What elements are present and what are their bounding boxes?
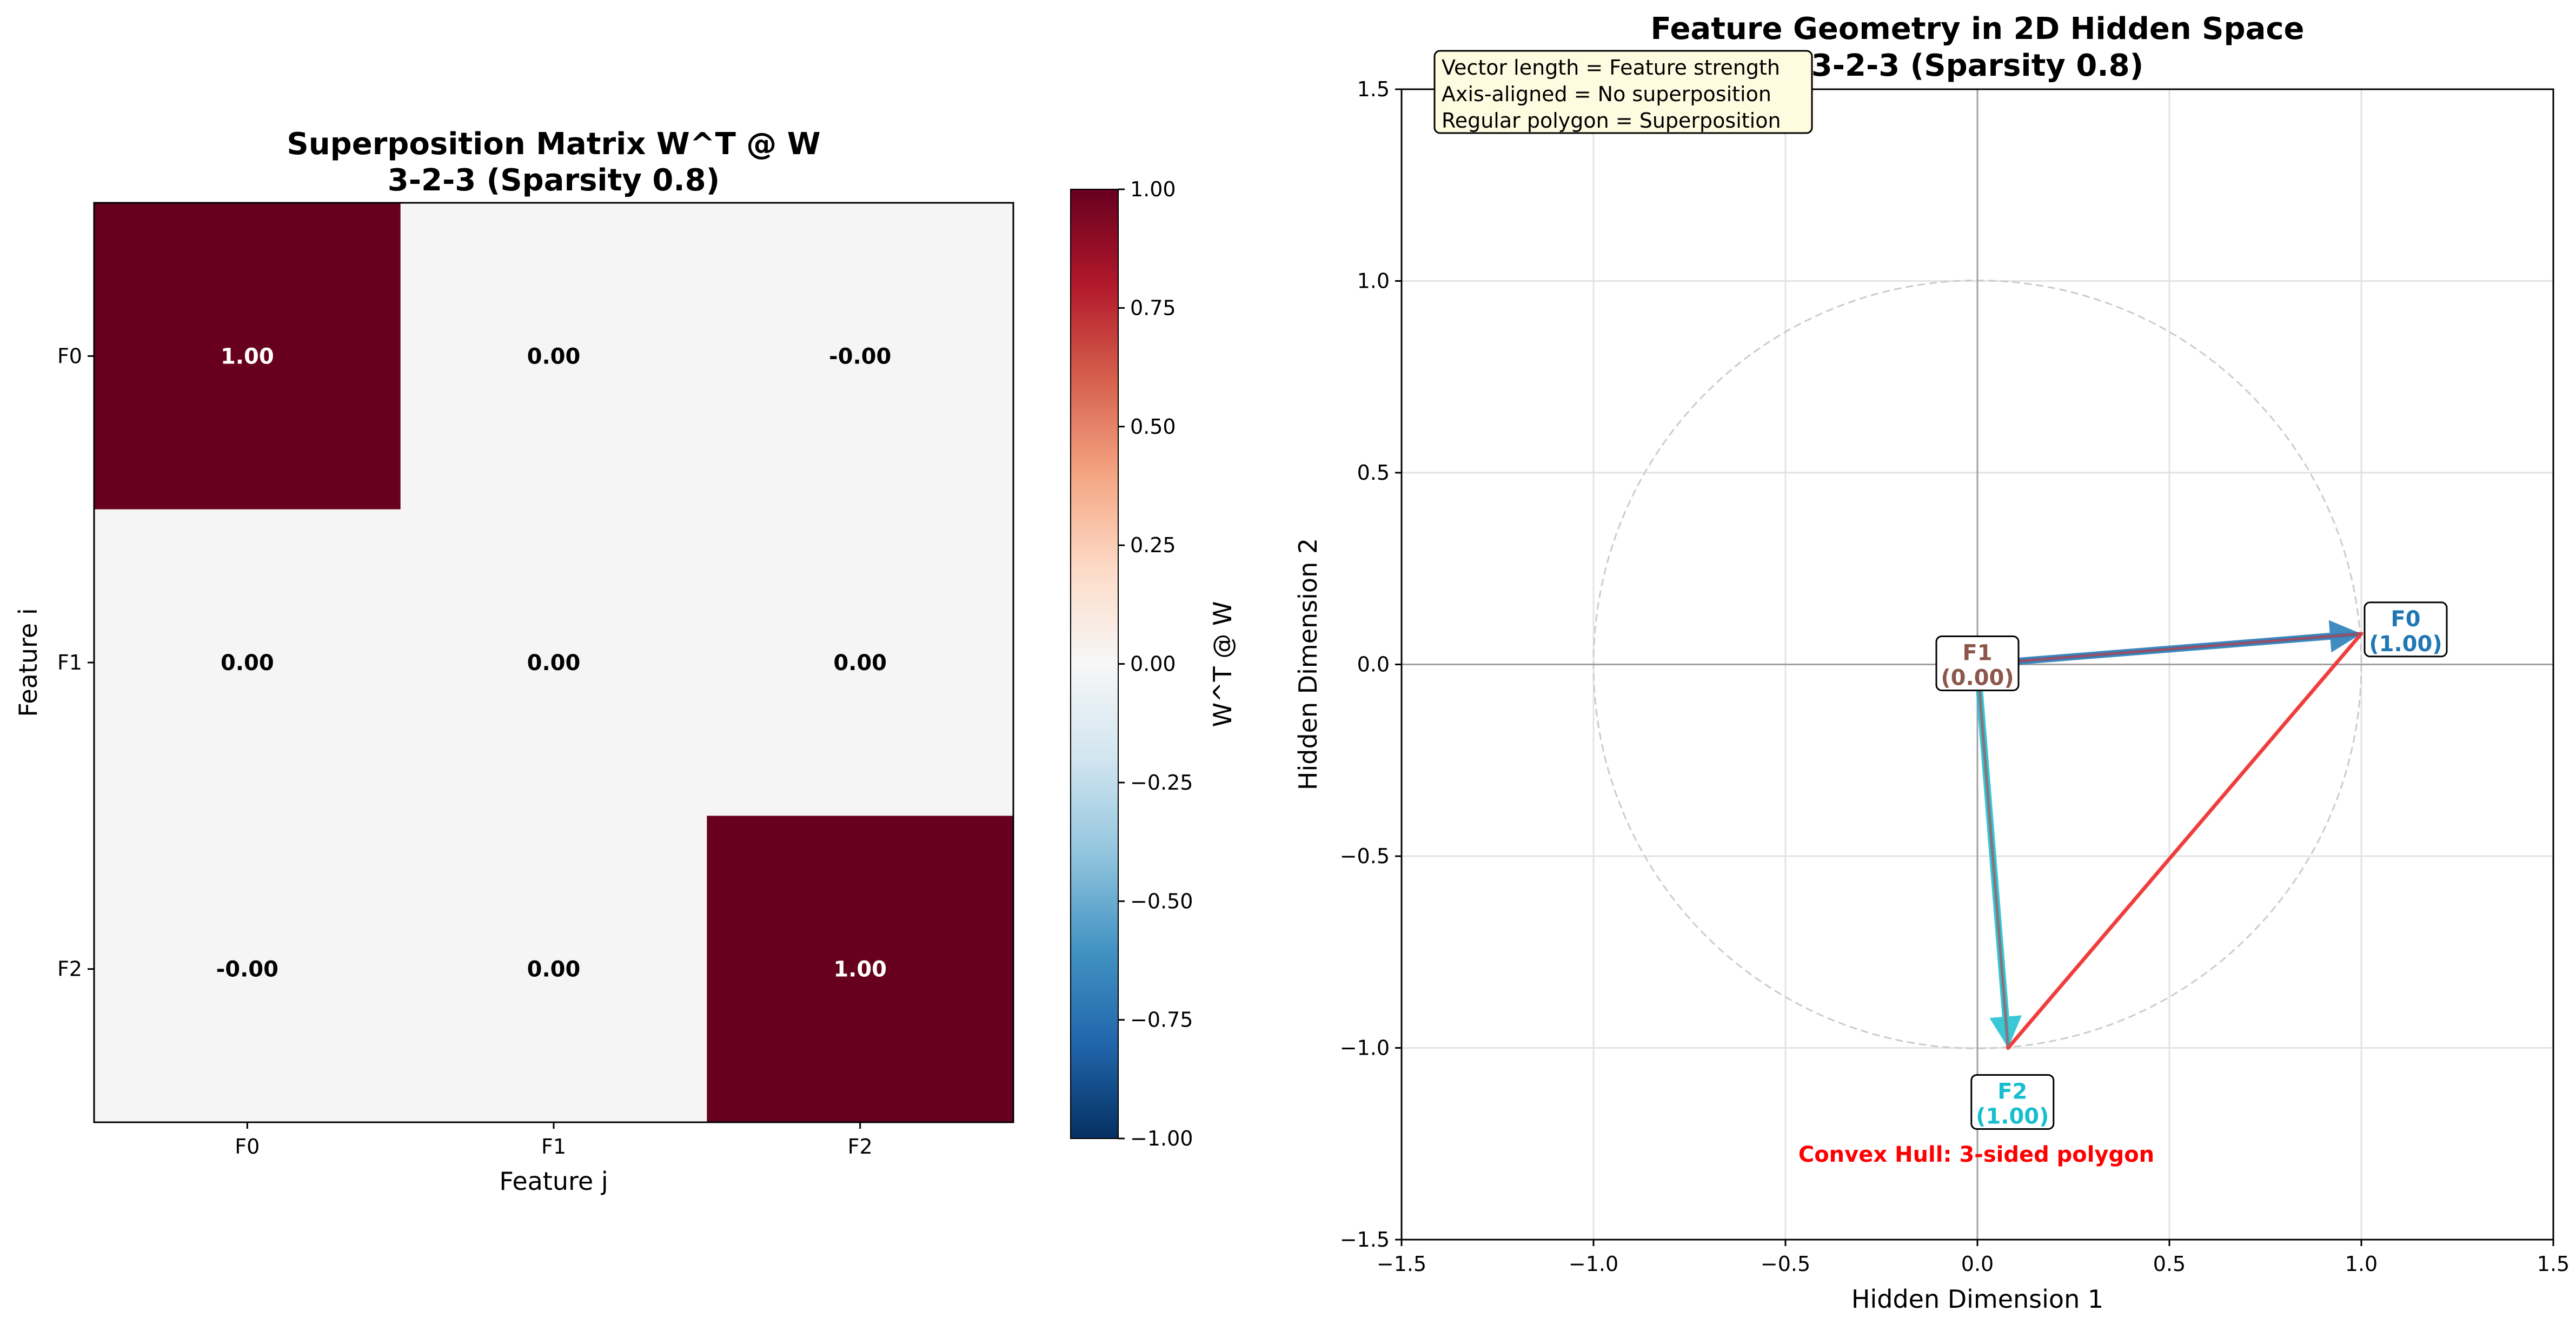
geometry-y-axis-label: Hidden Dimension 2 [1293,538,1323,790]
geometry-x-tick-label: 0.0 [1961,1252,1994,1276]
colorbar-label: W^T @ W [1208,601,1237,727]
colorbar-tick-label: 0.00 [1130,652,1176,676]
colorbar [1070,189,1119,1139]
geometry-y-tick-label: 0.5 [1357,461,1390,485]
geometry-x-tick-label: −1.5 [1377,1252,1426,1276]
heatmap-y-tick-label: F2 [57,957,82,981]
geometry-x-axis-label: Hidden Dimension 1 [1851,1285,2103,1314]
feature-label-strength: (0.00) [1941,666,2014,691]
colorbar-tick-label: 1.00 [1130,177,1176,201]
heatmap-cell [400,203,707,510]
info-line-3: Regular polygon = Superposition [1442,109,1781,133]
heatmap-cell [400,816,707,1123]
geometry-x-tick-label: 1.0 [2345,1252,2378,1276]
heatmap-x-tick-label: F2 [848,1135,873,1158]
heatmap-y-tick-label: F1 [57,651,82,674]
heatmap-cell-label: -0.00 [829,344,891,369]
heatmap-x-axis-label: Feature j [499,1167,608,1196]
hull-label: Convex Hull: 3-sided polygon [1798,1142,2154,1167]
feature-label-strength: (1.00) [1976,1104,2049,1129]
heatmap-cell-label: 0.00 [833,651,887,676]
heatmap-cells: 1.00 0.00 -0.00 0.00 0.00 0.00 -0.00 0.00 1.00 [94,203,1014,1123]
heatmap-cell [707,816,1014,1123]
info-line-1: Vector length = Feature strength [1442,56,1780,80]
heatmap-y-axis-label: Feature i [14,608,43,717]
heatmap-cell [94,203,401,510]
heatmap-cell-label: 0.00 [527,957,581,982]
feature-label-strength: (1.00) [2369,632,2442,657]
geometry-y-tick-label: 1.5 [1357,77,1390,101]
colorbar-tick-label: −1.00 [1130,1127,1193,1150]
colorbar-tick-label: 0.25 [1130,533,1176,557]
geometry-title-line1: Feature Geometry in 2D Hidden Space [1650,11,2304,47]
heatmap-cell-label: 1.00 [833,957,887,982]
geometry-x-tick-label: 1.5 [2537,1252,2570,1276]
heatmap-x-tick-label: F0 [235,1135,260,1158]
feature-vector-head [2328,620,2361,653]
geometry-y-tick-label: −1.5 [1340,1228,1390,1252]
info-line-2: Axis-aligned = No superposition [1442,82,1771,106]
heatmap-cell-label: 0.00 [527,651,581,676]
geometry-ticks: −1.5 −1.0 −0.5 0.0 0.5 1.0 1.5 1.5 1.0 0.5 0.0 −0.5… [1340,77,2570,1276]
geometry-x-tick-label: −0.5 [1761,1252,1810,1276]
heatmap-x-tick-label: F1 [541,1135,566,1158]
feature-label-box [2363,601,2448,658]
heatmap-y-tick-label: F0 [57,344,82,368]
geometry-x-tick-label: 0.5 [2153,1252,2186,1276]
geometry-y-tick-label: −1.0 [1340,1036,1390,1060]
heatmap-cell-label: 0.00 [527,344,581,369]
heatmap-cell-label: 0.00 [221,651,274,676]
geometry-panel: −1.5 −1.0 −0.5 0.0 0.5 1.0 1.5 1.5 1.0 0.5 0.0 −0.5… [1293,11,2570,1314]
heatmap-title-line2: 3-2-3 (Sparsity 0.8) [388,163,720,198]
feature-label-name: F2 [1997,1080,2027,1104]
colorbar-tick-label: −0.50 [1130,889,1193,913]
heatmap-title-line1: Superposition Matrix W^T @ W [287,127,820,162]
heatmap-cell-label: -0.00 [216,957,278,982]
colorbar-tick-label: −0.75 [1130,1008,1193,1032]
heatmap-cell [707,509,1014,816]
geometry-y-tick-label: 1.0 [1357,269,1390,293]
info-box: Vector length = Feature strength Axis-al… [1433,50,1813,134]
feature-label-box [1970,1074,2055,1130]
feature-label-name: F0 [2391,607,2420,632]
heatmap-cell [707,203,1014,510]
geometry-title-line2: 3-2-3 (Sparsity 0.8) [1811,48,2143,83]
colorbar-tick-label: 0.50 [1130,415,1176,439]
colorbar-ticks: 1.00 0.75 0.50 0.25 0.00 −0.25 −0.50 −0.75 −1.00 [1118,177,1193,1150]
heatmap-cell-label: 1.00 [221,344,274,369]
geometry-y-tick-label: −0.5 [1340,844,1390,868]
heatmap-ticks: F0 F1 F2 F0 F1 F2 [57,344,873,1158]
feature-vectors [1974,620,2364,1051]
convex-hull-overlay [1976,632,2364,1051]
colorbar-tick-label: −0.25 [1130,771,1193,795]
feature-vector-head [1989,1015,2022,1048]
heatmap-cell [94,816,401,1123]
feature-label-box [1935,635,2020,691]
feature-labels: F0(1.00)F1(0.00)F2(1.00) [1935,601,2448,1130]
heatmap-cell [400,509,707,816]
feature-label-name: F1 [1962,641,1992,666]
heatmap-cell [94,509,401,816]
geometry-y-tick-label: 0.0 [1357,653,1390,677]
colorbar-tick-label: 0.75 [1130,296,1176,320]
geometry-x-tick-label: −1.0 [1569,1252,1618,1276]
heatmap-panel: Superposition Matrix W^T @ W 3-2-3 (Spar… [14,127,1237,1196]
